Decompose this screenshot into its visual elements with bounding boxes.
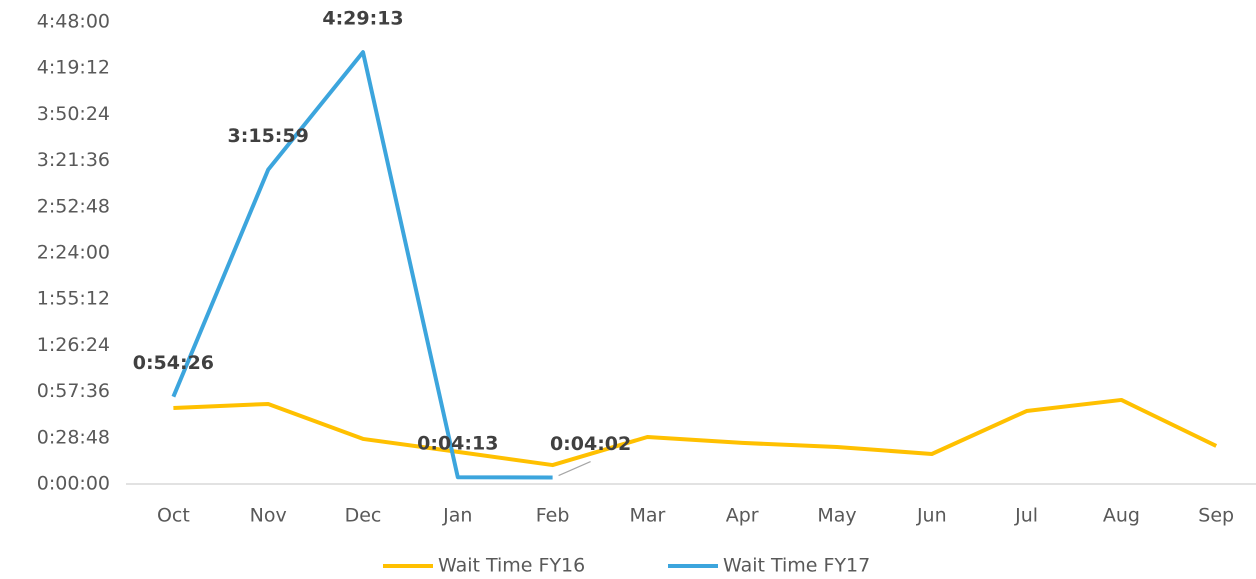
legend-label: Wait Time FY16	[438, 555, 585, 577]
x-tick-label: Oct	[157, 505, 190, 527]
data-label: 0:04:13	[417, 433, 498, 455]
data-label: 0:54:26	[133, 352, 214, 374]
x-tick-label: Feb	[536, 505, 570, 527]
y-tick-label: 4:19:12	[37, 57, 110, 79]
y-tick-label: 0:00:00	[37, 473, 110, 495]
y-tick-label: 2:24:00	[37, 242, 110, 264]
x-tick-label: Jan	[442, 505, 472, 527]
x-tick-label: Apr	[726, 505, 759, 527]
data-label: 0:04:02	[550, 433, 631, 455]
y-tick-label: 1:55:12	[37, 288, 110, 310]
data-label: 4:29:13	[322, 8, 403, 30]
x-tick-label: Nov	[250, 505, 287, 527]
y-tick-label: 3:50:24	[37, 103, 110, 125]
legend-label: Wait Time FY17	[723, 555, 870, 577]
y-tick-label: 4:48:00	[37, 11, 110, 33]
leader-line	[558, 460, 591, 477]
x-tick-label: Jun	[916, 505, 947, 527]
y-tick-label: 3:21:36	[37, 149, 110, 171]
series-line	[171, 50, 553, 480]
y-tick-label: 0:28:48	[37, 426, 110, 448]
x-tick-label: Aug	[1103, 505, 1140, 527]
x-tick-label: Mar	[629, 505, 665, 527]
y-tick-label: 2:52:48	[37, 195, 110, 217]
y-tick-label: 1:26:24	[37, 334, 110, 356]
x-tick-label: Dec	[345, 505, 382, 527]
data-label: 3:15:59	[228, 125, 309, 147]
x-tick-label: Sep	[1198, 505, 1234, 527]
x-tick-label: May	[817, 505, 856, 527]
y-tick-label: 0:57:36	[37, 380, 110, 402]
x-tick-label: Jul	[1014, 505, 1038, 527]
series-line	[173, 397, 1218, 468]
